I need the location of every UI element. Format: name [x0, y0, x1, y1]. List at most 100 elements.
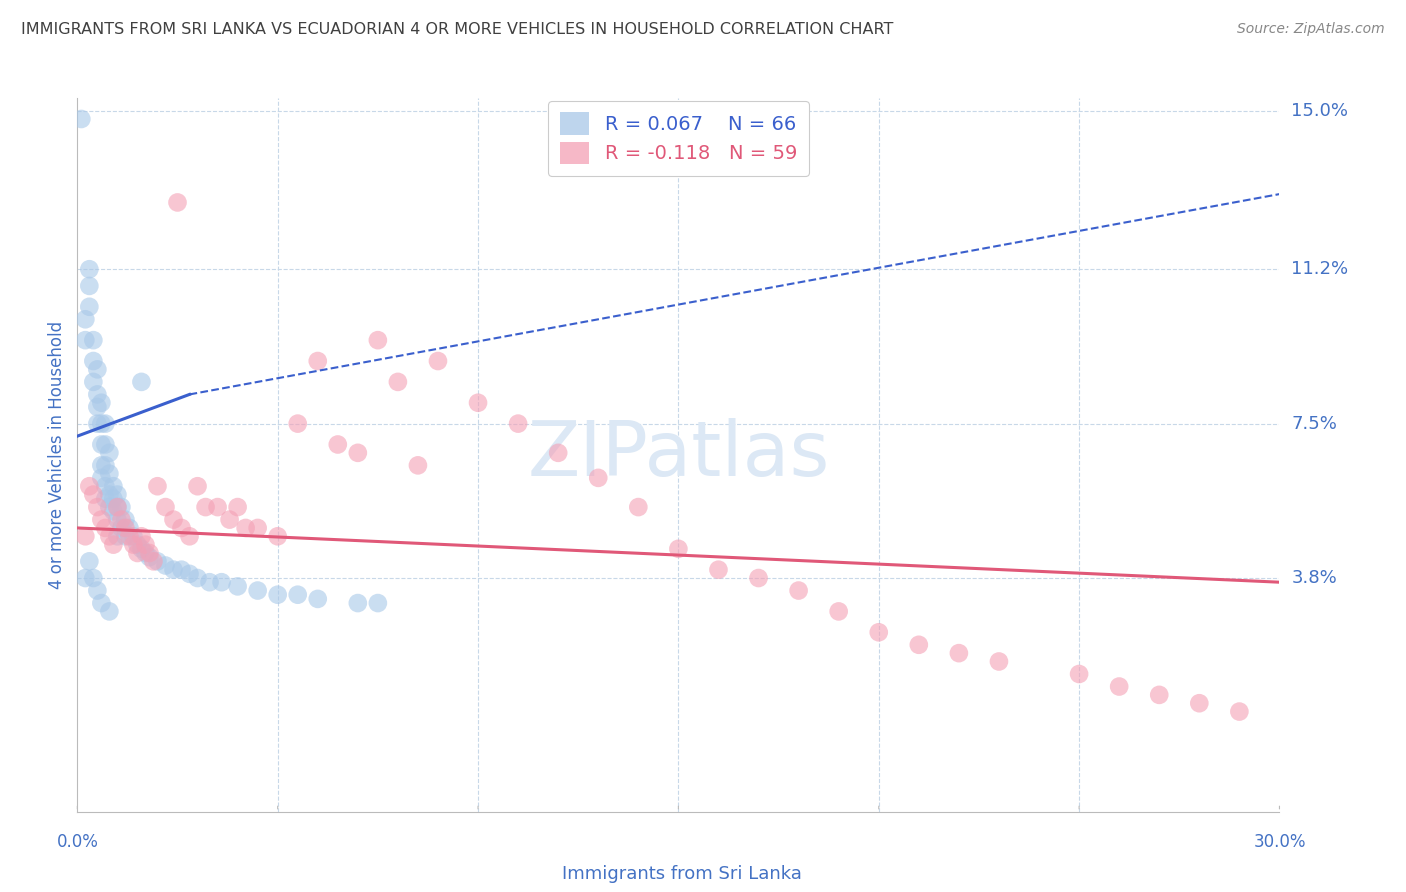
- Point: [1069, 667, 1091, 681]
- Point: [179, 566, 201, 581]
- Point: [90, 437, 112, 451]
- Point: [387, 375, 409, 389]
- Point: [138, 546, 160, 560]
- Point: [287, 417, 309, 431]
- Point: [75, 312, 97, 326]
- Point: [79, 554, 101, 568]
- Point: [90, 458, 112, 473]
- Point: [122, 538, 145, 552]
- Point: [75, 333, 97, 347]
- Point: [146, 554, 169, 568]
- Point: [94, 437, 117, 451]
- Text: Source: ZipAtlas.com: Source: ZipAtlas.com: [1237, 22, 1385, 37]
- Text: 11.2%: 11.2%: [1292, 260, 1348, 278]
- Point: [155, 500, 177, 514]
- Point: [82, 571, 104, 585]
- Point: [127, 546, 149, 560]
- Point: [98, 446, 121, 460]
- Point: [75, 529, 97, 543]
- Point: [122, 529, 145, 543]
- Point: [107, 513, 129, 527]
- Point: [110, 500, 132, 514]
- Point: [82, 375, 104, 389]
- Point: [307, 354, 329, 368]
- Point: [326, 437, 349, 451]
- Point: [94, 417, 117, 431]
- Point: [107, 500, 129, 514]
- Point: [162, 563, 184, 577]
- Point: [367, 596, 389, 610]
- Point: [588, 471, 610, 485]
- Point: [107, 529, 129, 543]
- Point: [1149, 688, 1171, 702]
- Point: [82, 333, 104, 347]
- Point: [226, 579, 249, 593]
- Point: [90, 596, 112, 610]
- Point: [98, 500, 121, 514]
- Point: [90, 471, 112, 485]
- Point: [198, 575, 221, 590]
- Point: [110, 513, 132, 527]
- Point: [79, 300, 101, 314]
- Point: [162, 513, 184, 527]
- Point: [207, 500, 229, 514]
- Point: [79, 479, 101, 493]
- Point: [98, 467, 121, 481]
- Point: [82, 487, 104, 501]
- Point: [828, 604, 851, 618]
- Text: Immigrants from Sri Lanka: Immigrants from Sri Lanka: [562, 865, 801, 883]
- Point: [367, 333, 389, 347]
- Point: [127, 538, 149, 552]
- Point: [246, 521, 269, 535]
- Point: [131, 541, 153, 556]
- Point: [707, 563, 730, 577]
- Point: [86, 417, 108, 431]
- Point: [170, 521, 193, 535]
- Point: [86, 400, 108, 414]
- Point: [103, 479, 125, 493]
- Point: [70, 112, 93, 126]
- Point: [107, 500, 129, 514]
- Text: 3.8%: 3.8%: [1292, 569, 1337, 587]
- Point: [90, 417, 112, 431]
- Point: [134, 546, 156, 560]
- Point: [186, 479, 209, 493]
- Point: [86, 500, 108, 514]
- Point: [287, 588, 309, 602]
- Point: [75, 571, 97, 585]
- Point: [627, 500, 650, 514]
- Point: [86, 362, 108, 376]
- Text: IMMIGRANTS FROM SRI LANKA VS ECUADORIAN 4 OR MORE VEHICLES IN HOUSEHOLD CORRELAT: IMMIGRANTS FROM SRI LANKA VS ECUADORIAN …: [21, 22, 893, 37]
- Point: [114, 521, 136, 535]
- Point: [948, 646, 970, 660]
- Point: [406, 458, 429, 473]
- Point: [186, 571, 209, 585]
- Point: [90, 396, 112, 410]
- Point: [118, 529, 141, 543]
- Point: [508, 417, 530, 431]
- Point: [347, 446, 370, 460]
- Y-axis label: 4 or more Vehicles in Household: 4 or more Vehicles in Household: [48, 321, 66, 589]
- Point: [86, 387, 108, 401]
- Point: [103, 504, 125, 518]
- Point: [114, 529, 136, 543]
- Point: [988, 655, 1011, 669]
- Text: 15.0%: 15.0%: [1292, 102, 1348, 120]
- Point: [347, 596, 370, 610]
- Point: [98, 487, 121, 501]
- Point: [547, 446, 569, 460]
- Point: [79, 262, 101, 277]
- Point: [467, 396, 489, 410]
- Point: [267, 588, 290, 602]
- Point: [94, 458, 117, 473]
- Point: [908, 638, 931, 652]
- Point: [155, 558, 177, 573]
- Point: [267, 529, 290, 543]
- Point: [79, 279, 101, 293]
- Point: [235, 521, 257, 535]
- Point: [211, 575, 233, 590]
- Text: 7.5%: 7.5%: [1292, 415, 1337, 433]
- Point: [90, 513, 112, 527]
- Point: [131, 375, 153, 389]
- Point: [179, 529, 201, 543]
